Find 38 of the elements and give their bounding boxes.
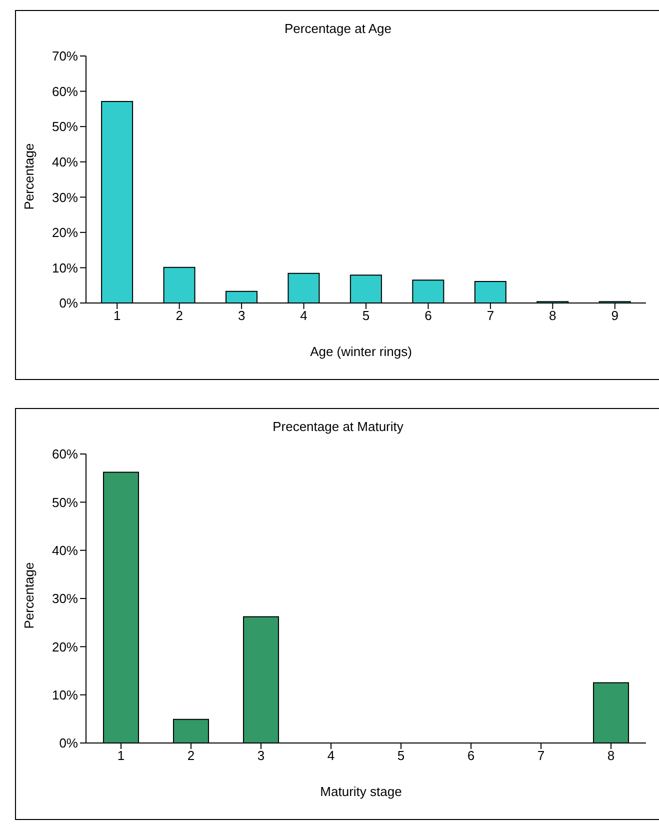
x-tick-label: 8 xyxy=(549,308,556,324)
y-axis-title: Percentage xyxy=(22,142,36,210)
y-axis-title: Percentage xyxy=(22,562,36,628)
x-tick-label: 3 xyxy=(257,748,265,764)
x-tick-label: 7 xyxy=(486,308,494,324)
x-tick-label: 6 xyxy=(467,748,475,764)
y-tick-label: 30% xyxy=(52,190,78,205)
y-tick-label: 40% xyxy=(52,542,78,558)
x-tick-label: 2 xyxy=(187,748,195,764)
y-tick-label: 60% xyxy=(52,84,78,99)
x-tick-label: 3 xyxy=(238,308,246,324)
x-tick-label: 1 xyxy=(113,308,121,324)
x-tick-label: 8 xyxy=(607,748,615,764)
y-tick-label: 20% xyxy=(52,639,78,654)
x-tick-label: 4 xyxy=(327,748,335,764)
chart-title: Percentage at Age xyxy=(284,21,392,36)
y-tick-label: 20% xyxy=(52,225,78,240)
y-tick-label: 50% xyxy=(52,119,78,134)
x-tick-label: 4 xyxy=(300,308,308,324)
y-tick-label: 10% xyxy=(52,260,78,276)
y-tick-label: 40% xyxy=(52,154,78,170)
y-tick-label: 30% xyxy=(52,591,78,606)
y-tick-label: 10% xyxy=(52,687,78,702)
y-tick-label: 60% xyxy=(52,446,78,462)
x-tick-label: 5 xyxy=(362,308,370,324)
y-tick-label: 50% xyxy=(52,494,78,510)
y-tick-label: 0% xyxy=(59,296,78,311)
x-tick-label: 2 xyxy=(176,308,183,324)
x-tick-label: 6 xyxy=(424,308,432,324)
x-tick-label: 1 xyxy=(117,748,125,764)
x-axis-title: Maturity stage xyxy=(319,784,403,799)
x-tick-label: 5 xyxy=(397,748,405,764)
chart-title: Precentage at Maturity xyxy=(272,419,404,434)
x-tick-label: 7 xyxy=(537,748,545,764)
y-tick-label: 70% xyxy=(52,48,78,64)
y-tick-label: 0% xyxy=(59,736,78,751)
x-tick-label: 9 xyxy=(611,308,619,324)
x-axis-title: Age (winter rings) xyxy=(309,344,413,359)
